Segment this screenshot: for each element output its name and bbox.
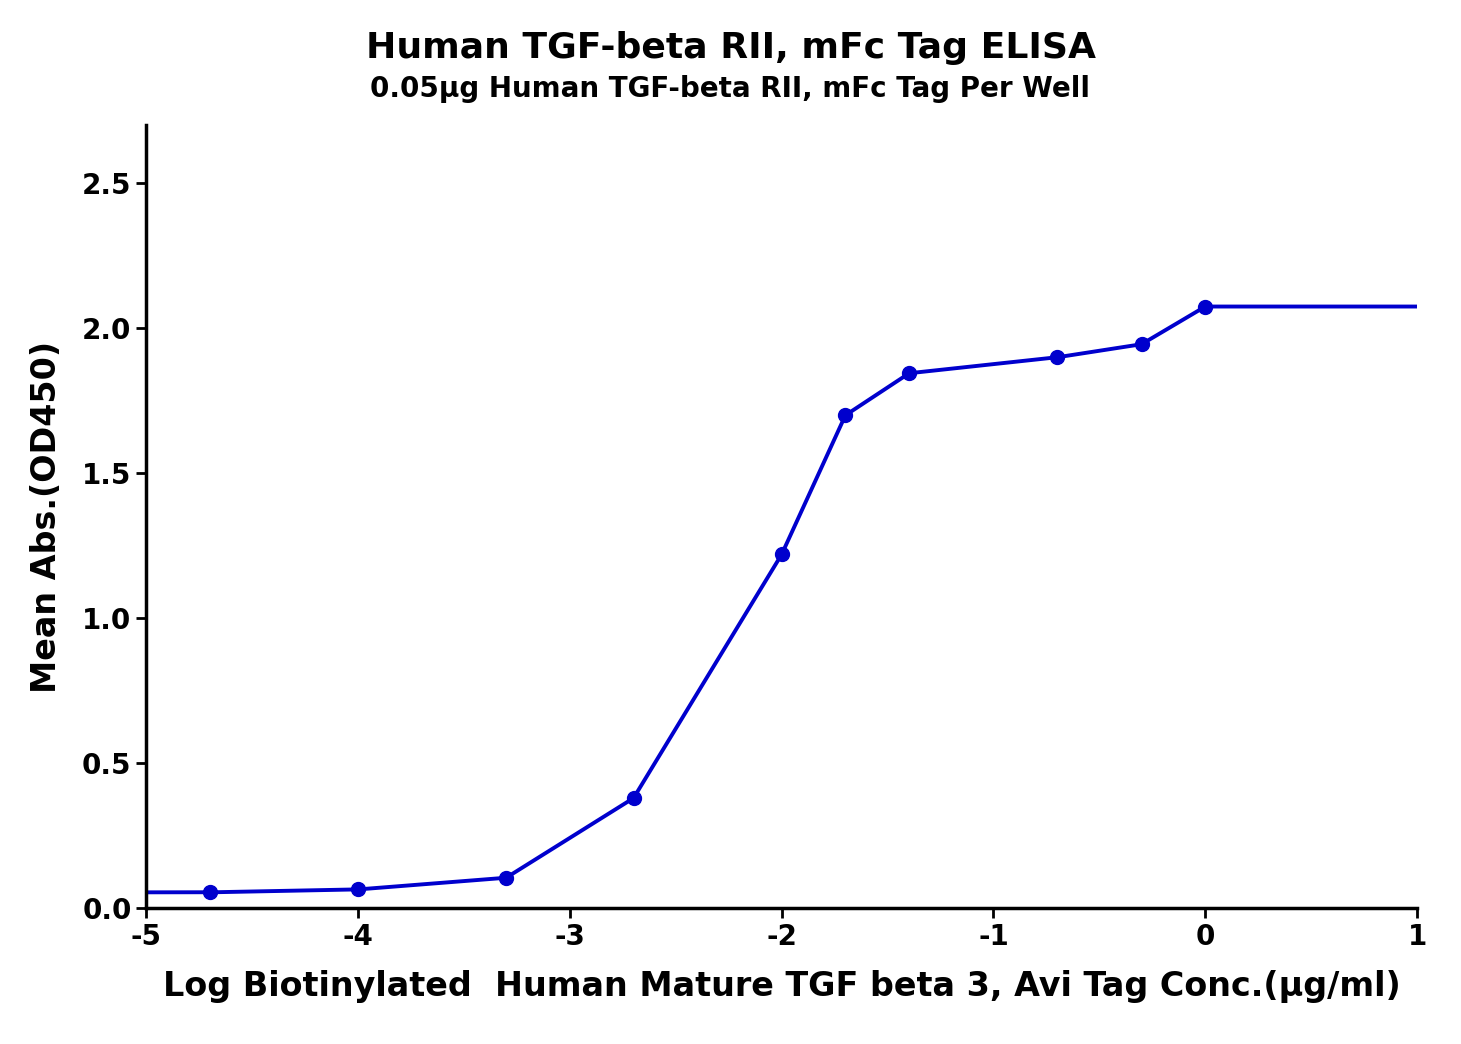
Point xyxy=(834,407,858,424)
Point xyxy=(1046,349,1069,365)
Point xyxy=(897,365,920,382)
Point xyxy=(622,789,646,806)
Point xyxy=(770,546,793,563)
Point xyxy=(494,870,517,886)
Text: 0.05μg Human TGF-beta RII, mFc Tag Per Well: 0.05μg Human TGF-beta RII, mFc Tag Per W… xyxy=(371,75,1090,102)
X-axis label: Log Biotinylated  Human Mature TGF beta 3, Avi Tag Conc.(μg/ml): Log Biotinylated Human Mature TGF beta 3… xyxy=(162,970,1401,1003)
Point xyxy=(346,881,370,898)
Point xyxy=(1194,299,1217,315)
Text: Human TGF-beta RII, mFc Tag ELISA: Human TGF-beta RII, mFc Tag ELISA xyxy=(365,31,1096,66)
Point xyxy=(1129,336,1153,353)
Y-axis label: Mean Abs.(OD450): Mean Abs.(OD450) xyxy=(29,340,63,693)
Point xyxy=(199,884,222,901)
